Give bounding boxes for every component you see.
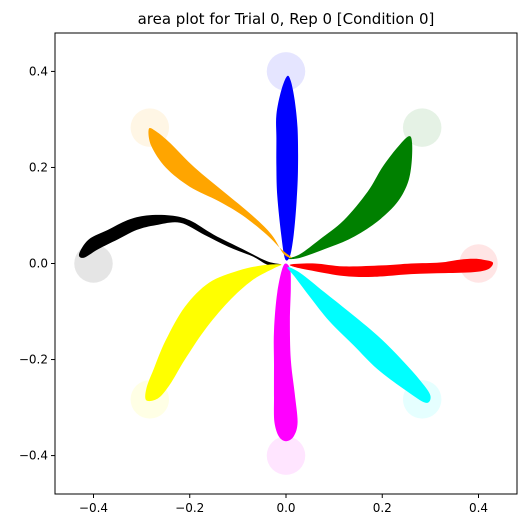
area-series-6 [273,263,298,442]
target-circle-1 [402,108,442,147]
y-tick-label-0: −0.4 [19,449,48,463]
x-tick-label-0: −0.4 [79,501,108,515]
y-tick-label-4: 0.4 [29,64,48,78]
area-series-7 [287,267,431,403]
x-tick-label-2: 0.0 [276,501,295,515]
target-circle-6 [266,436,306,475]
area-series-5 [145,264,282,402]
target-circle-2 [266,52,306,91]
area-series-2 [276,75,299,261]
x-tick-label-4: 0.4 [469,501,488,515]
area-series-3 [148,128,292,258]
y-tick-label-2: 0.0 [29,257,48,271]
chart-title: area plot for Trial 0, Rep 0 [Condition … [138,10,435,28]
area-series-0 [289,258,494,278]
y-tick-label-3: 0.2 [29,160,48,174]
y-tick-label-1: −0.2 [19,353,48,367]
x-axis-ticks: −0.4 −0.2 0.0 0.2 0.4 [79,494,488,515]
x-tick-label-3: 0.2 [373,501,392,515]
area-series-1 [288,136,413,260]
area-series-4 [78,214,282,266]
x-tick-label-1: −0.2 [175,501,204,515]
y-axis-ticks: −0.4 −0.2 0.0 0.2 0.4 [19,64,55,463]
area-series-group [78,75,494,442]
